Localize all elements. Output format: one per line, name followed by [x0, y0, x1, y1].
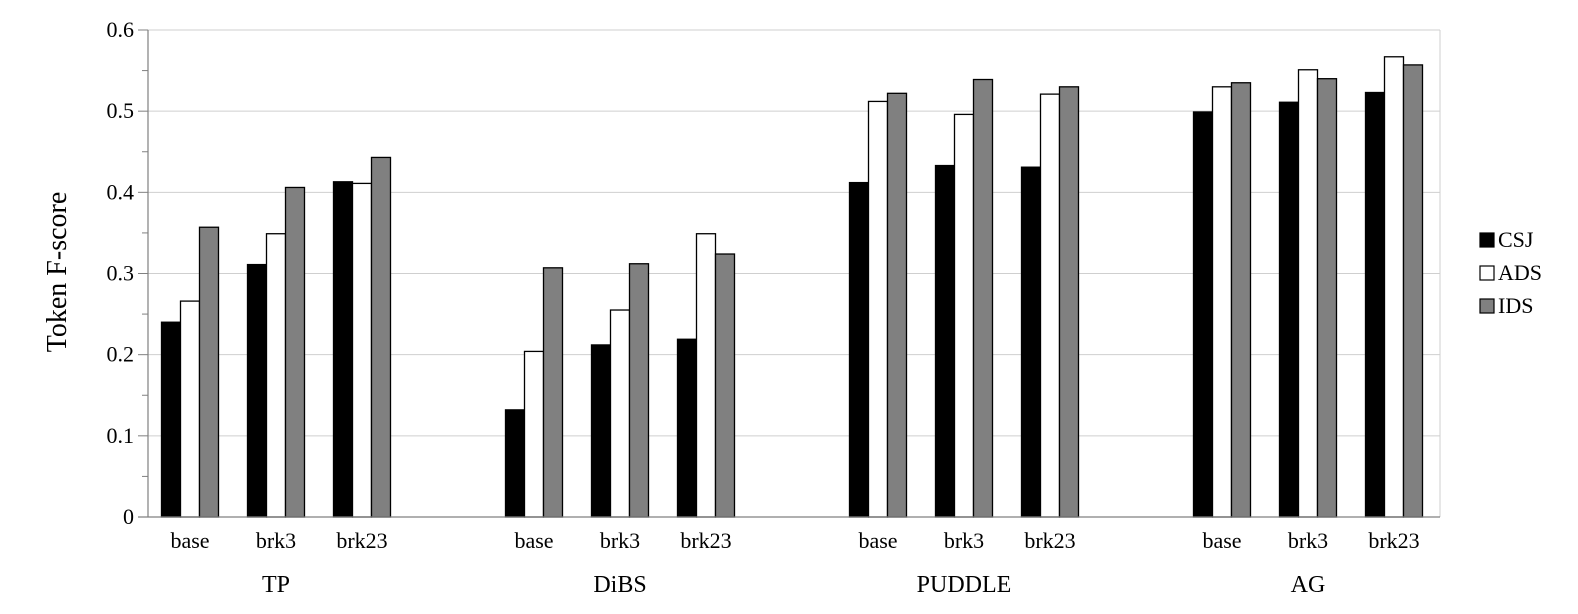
legend-label-ads: ADS — [1498, 260, 1542, 285]
y-tick-label: 0.4 — [107, 179, 135, 204]
legend-swatch-ads — [1479, 265, 1495, 281]
y-tick-label: 0.3 — [107, 261, 135, 286]
bar-ag-brk23-ads — [1383, 56, 1405, 518]
bar-tp-brk3-ads — [265, 233, 287, 518]
bar-tp-base-ads — [179, 300, 201, 518]
bar-dibs-brk3-csj — [590, 344, 612, 518]
bar-puddle-brk23-ads — [1039, 93, 1061, 518]
y-tick-label: 0.6 — [107, 17, 135, 42]
x-category-label: base — [514, 528, 553, 553]
bar-ag-brk3-csj — [1278, 101, 1300, 518]
x-group-label: AG — [1291, 572, 1326, 598]
x-category-label: brk23 — [1368, 528, 1419, 553]
bar-tp-brk23-csj — [332, 181, 354, 518]
bar-dibs-brk3-ids — [628, 263, 650, 518]
bar-dibs-brk23-csj — [676, 338, 698, 518]
y-axis-title: Token F-score — [42, 192, 73, 353]
bar-dibs-brk23-ads — [695, 233, 717, 518]
bar-puddle-brk3-ads — [953, 113, 975, 518]
bar-tp-base-ids — [198, 226, 220, 518]
bar-ag-brk23-ids — [1402, 64, 1424, 518]
legend: CSJ ADS IDS — [1479, 227, 1542, 318]
bar-ag-base-csj — [1192, 111, 1214, 518]
bar-dibs-base-csj — [504, 409, 526, 518]
bar-puddle-brk23-ids — [1058, 86, 1080, 518]
x-category-label: base — [858, 528, 897, 553]
bar-puddle-base-csj — [848, 181, 870, 518]
bar-tp-brk23-ids — [370, 156, 392, 518]
legend-label-ids: IDS — [1498, 293, 1533, 318]
x-group-label: PUDDLE — [917, 572, 1012, 598]
bar-puddle-brk23-csj — [1020, 166, 1042, 518]
x-group-label: TP — [262, 572, 290, 598]
bar-tp-brk3-ids — [284, 186, 306, 518]
y-tick-label: 0.2 — [107, 342, 135, 367]
bar-dibs-base-ids — [542, 267, 564, 518]
x-category-label: base — [170, 528, 209, 553]
legend-swatch-csj — [1479, 232, 1495, 248]
bar-dibs-brk23-ids — [714, 253, 736, 518]
y-tick-label: 0.1 — [107, 423, 135, 448]
x-category-label: brk3 — [600, 528, 640, 553]
axis-labels: 0 0.1 0.2 0.3 0.4 0.5 0.6 base brk3 brk23 TP base br… — [107, 17, 1420, 598]
bar-puddle-brk3-ids — [972, 78, 994, 518]
bar-ag-brk3-ids — [1316, 78, 1338, 518]
y-tick-label: 0.5 — [107, 98, 135, 123]
x-category-label: brk23 — [336, 528, 387, 553]
bar-tp-base-csj — [160, 321, 182, 518]
bar-tp-brk3-csj — [246, 263, 268, 518]
bar-ag-brk3-ads — [1297, 69, 1319, 518]
y-tick-label: 0 — [123, 504, 134, 529]
x-category-label: brk23 — [1024, 528, 1075, 553]
x-category-label: brk3 — [944, 528, 984, 553]
bar-ag-base-ads — [1211, 86, 1233, 518]
x-category-label: brk3 — [256, 528, 296, 553]
x-category-label: brk23 — [680, 528, 731, 553]
bar-puddle-base-ids — [886, 92, 908, 518]
bar-dibs-base-ads — [523, 350, 545, 518]
bar-dibs-brk3-ads — [609, 309, 631, 518]
axes — [138, 29, 1440, 518]
x-category-label: brk3 — [1288, 528, 1328, 553]
legend-swatch-ids — [1479, 298, 1495, 314]
x-group-label: DiBS — [593, 572, 646, 598]
x-category-label: base — [1202, 528, 1241, 553]
bar-puddle-brk3-csj — [934, 164, 956, 518]
bars — [160, 56, 1424, 518]
bar-ag-base-ids — [1230, 82, 1252, 518]
bar-tp-brk23-ads — [351, 182, 373, 518]
legend-label-csj: CSJ — [1498, 227, 1534, 252]
bar-ag-brk23-csj — [1364, 91, 1386, 518]
bar-puddle-base-ads — [867, 100, 889, 518]
